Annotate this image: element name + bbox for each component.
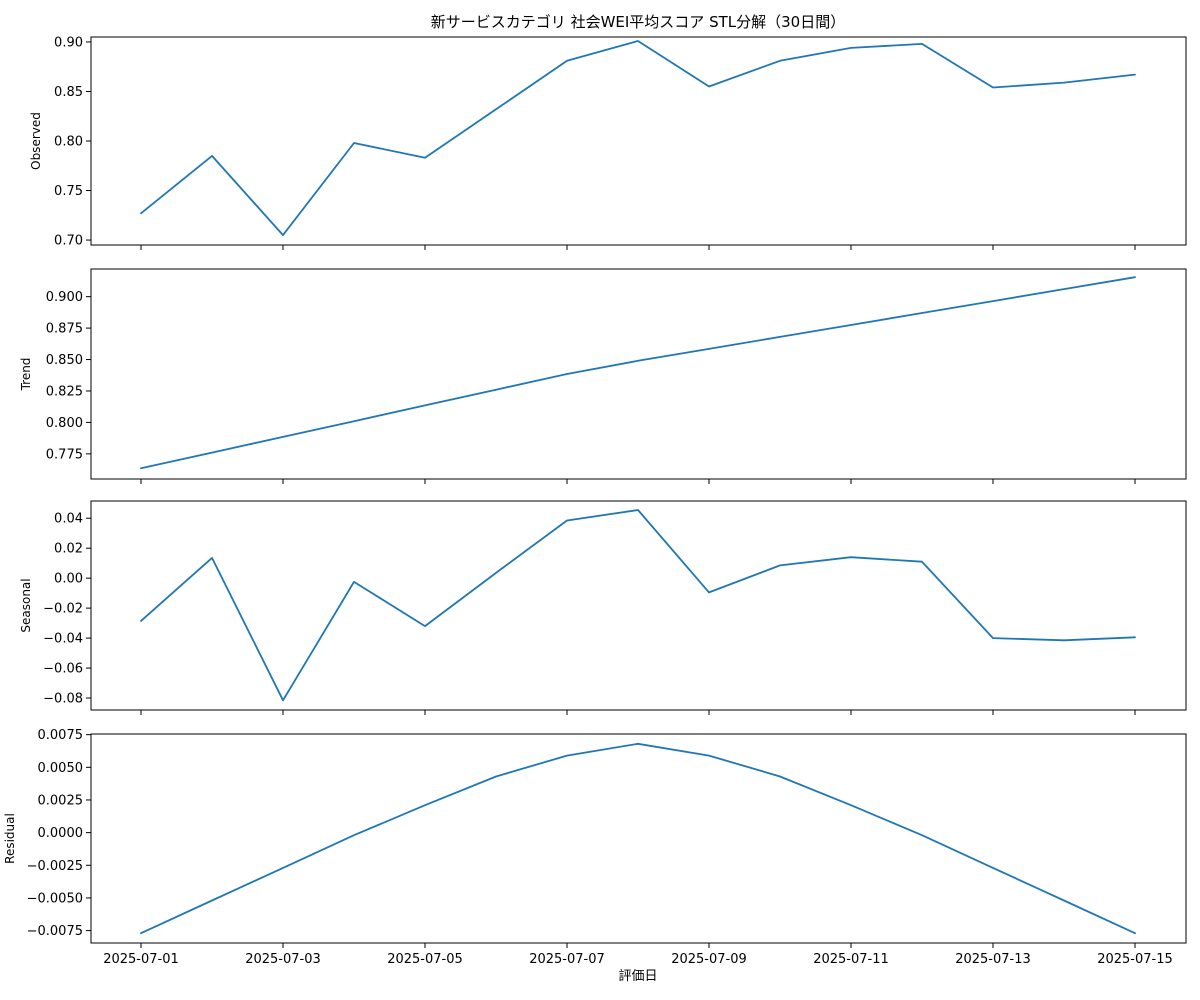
y-tick-label: 0.90 [54,35,83,50]
x-axis-label: 評価日 [618,969,657,984]
x-tick-label: 2025-07-03 [245,952,321,967]
y-axis-label: Seasonal [19,578,33,632]
x-tick-label: 2025-07-09 [671,952,747,967]
chart-title: 新サービスカテゴリ 社会WEI平均スコア STL分解（30日間） [431,13,845,31]
series-line-observed [140,40,1136,237]
series-line-trend [140,276,1136,470]
y-tick-label: 0.850 [46,353,83,368]
y-axis-label: Residual [3,813,17,864]
panel-observed: 0.70 0.75 0.80 0.85 0.90 Observed [29,35,1187,250]
y-tick-label: −0.0075 [27,924,83,939]
y-tick-label: −0.08 [43,692,83,707]
y-tick-label: 0.0025 [38,793,84,808]
axes-frame [90,733,1187,944]
x-tick-label: 2025-07-15 [1097,952,1173,967]
x-tick-label: 2025-07-11 [813,952,889,967]
series-line-residual [140,742,1136,935]
y-tick-label: 0.70 [54,234,83,249]
panel-trend: 0.775 0.800 0.825 0.850 0.875 0.900 Trend [19,268,1187,484]
y-tick-label: 0.75 [54,184,83,199]
axes-frame [90,36,1187,246]
y-tick-label: −0.0025 [27,859,83,874]
y-tick-label: 0.775 [46,447,83,462]
y-axis-label: Trend [19,358,33,392]
x-tick-label: 2025-07-07 [529,952,605,967]
x-tick-label: 2025-07-01 [103,952,179,967]
y-tick-label: 0.04 [54,512,83,527]
y-tick-label: 0.0050 [38,761,84,776]
y-tick-label: 0.825 [46,384,83,399]
y-tick-label: −0.06 [43,662,83,677]
panels: 0.700.750.800.850.90Observed0.7750.8000.… [3,35,1187,967]
y-tick-label: 0.80 [54,135,83,150]
y-tick-label: −0.04 [43,632,83,647]
axes-frame [90,500,1187,711]
y-tick-label: 0.875 [46,322,83,337]
axes-frame [90,268,1187,480]
series-line-seasonal [140,509,1136,702]
y-tick-label: 0.02 [54,542,83,557]
y-tick-label: 0.0075 [38,728,84,743]
y-tick-label: 0.0000 [38,826,84,841]
y-tick-label: −0.0050 [27,891,83,906]
y-tick-label: 0.00 [54,572,83,587]
y-tick-label: −0.02 [43,602,83,617]
panel-seasonal: 0.04 0.02 0.00 −0.02 −0.04 −0.06 −0.08 Seasonal [19,500,1187,715]
x-tick-label: 2025-07-13 [955,952,1031,967]
y-tick-label: 0.800 [46,416,83,431]
y-tick-label: 0.900 [46,290,83,305]
panel-residual: 0.0075 0.0050 0.0025 0.0000 −0.0025 −0.0050 −0… [3,728,1187,967]
x-tick-label: 2025-07-05 [387,952,463,967]
y-axis-label: Observed [29,112,43,170]
y-tick-label: 0.85 [54,85,83,100]
